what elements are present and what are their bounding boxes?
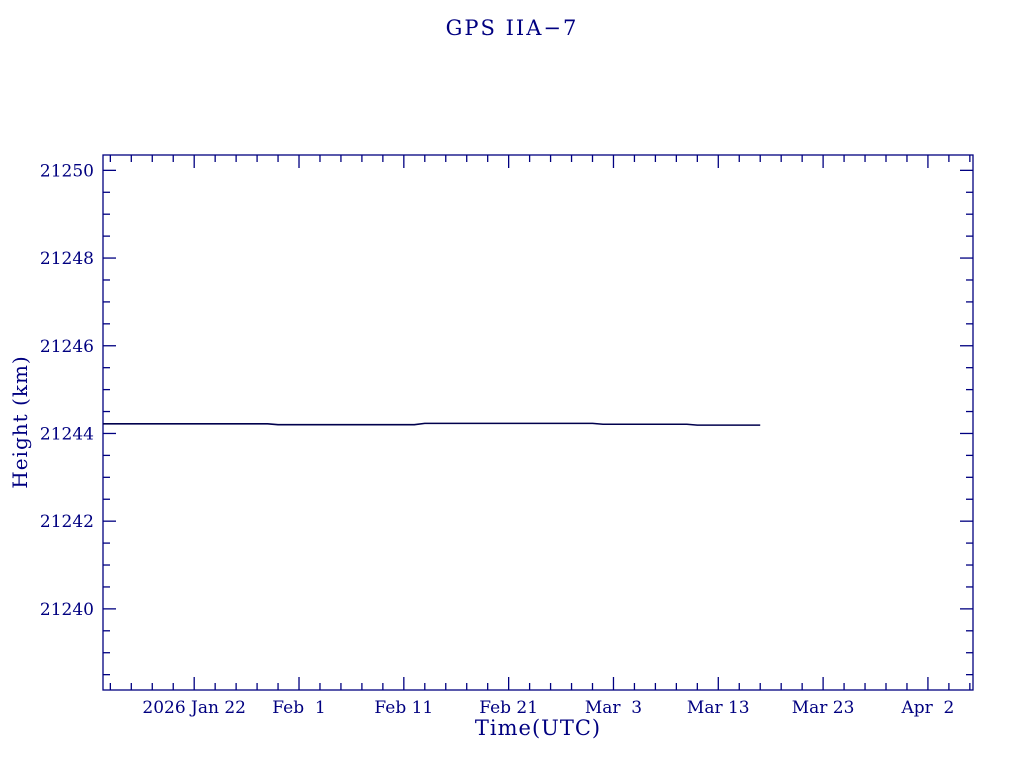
svg-text:21242: 21242 [40,512,94,532]
svg-text:Feb 1: Feb 1 [272,698,325,718]
svg-text:Mar 13: Mar 13 [687,698,750,718]
svg-text:2026 Jan 22: 2026 Jan 22 [142,698,246,718]
x-axis-title: Time(UTC) [474,716,602,740]
chart-title: GPS IIA−7 [445,16,579,40]
x-ticks [109,155,971,690]
svg-text:21250: 21250 [40,161,94,181]
svg-text:Mar 23: Mar 23 [792,698,855,718]
svg-text:Mar 3: Mar 3 [585,698,642,718]
svg-text:Feb 21: Feb 21 [479,698,538,718]
svg-text:21240: 21240 [40,600,94,620]
svg-text:Feb 11: Feb 11 [374,698,433,718]
svg-text:21248: 21248 [40,249,94,269]
svg-text:Apr 2: Apr 2 [900,698,954,718]
plot-frame [102,154,974,691]
y-tick-labels: 21240 21242 21244 21246 21248 21250 [40,161,94,620]
data-line [103,422,761,426]
svg-text:21246: 21246 [40,337,94,357]
x-tick-labels: 2026 Jan 22 Feb 1 Feb 11 Feb 21 Mar 3 Mar 13 M… [142,698,954,718]
svg-text:21244: 21244 [40,424,94,444]
y-ticks [103,169,973,676]
